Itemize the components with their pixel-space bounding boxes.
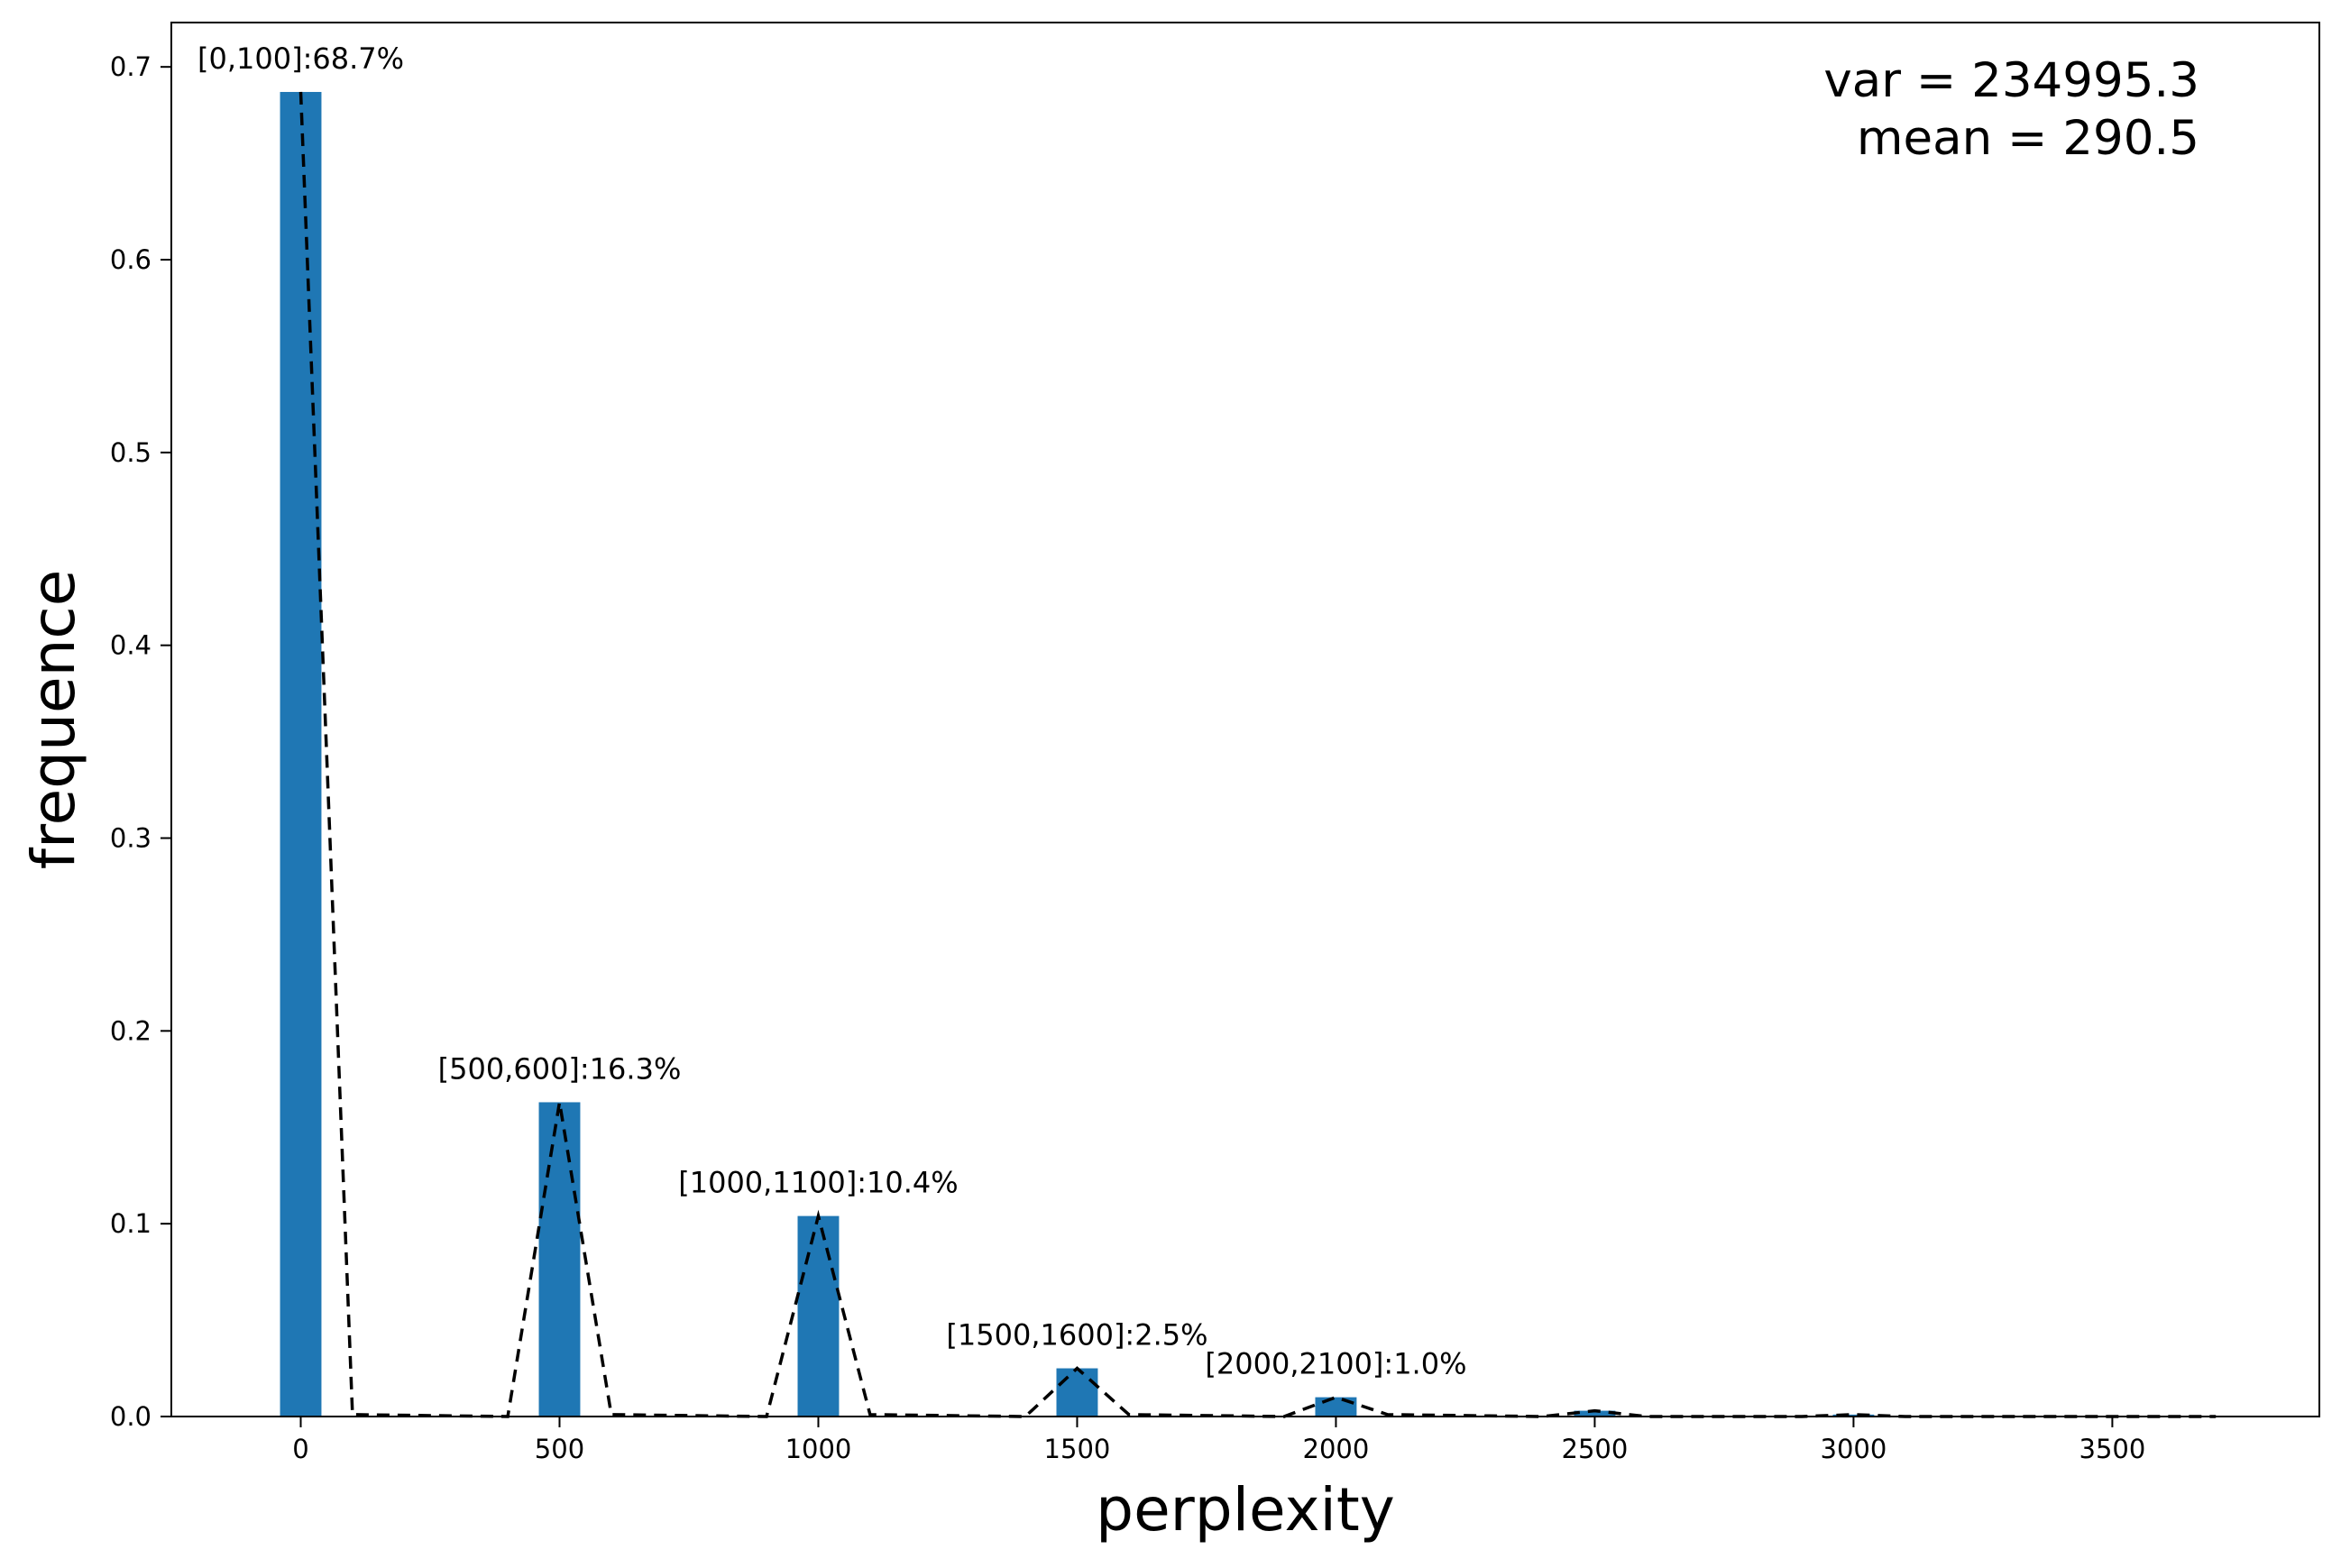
y-tick-label: 0.3: [110, 823, 151, 854]
x-tick-label: 500: [535, 1434, 584, 1464]
bar-0: [280, 91, 322, 1417]
y-axis-title: frequence: [19, 570, 88, 870]
bar-2500: [1574, 1410, 1616, 1417]
bar-label: [1500,1600]:2.5%: [946, 1318, 1207, 1353]
x-tick-label: 2500: [1562, 1434, 1629, 1464]
bar-label: [2000,2100]:1.0%: [1205, 1347, 1466, 1381]
bar-500: [538, 1102, 581, 1417]
bar-label: [1000,1100]:10.4%: [678, 1166, 958, 1200]
bar-labels-group: [0,100]:68.7% [500,600]:16.3% [1000,1100]:…: [197, 41, 1467, 1381]
y-tick-label: 0.1: [110, 1208, 151, 1239]
bar-label: [0,100]:68.7%: [197, 41, 404, 76]
bar-2000: [1315, 1397, 1357, 1417]
variance-annotation: var = 234995.3: [1823, 53, 2199, 108]
x-tick-label: 3500: [2079, 1434, 2146, 1464]
x-axis-title: perplexity: [1096, 1475, 1395, 1545]
y-tick-label: 0.4: [110, 630, 151, 661]
plot-frame: [170, 22, 2320, 1417]
bar-1500: [1056, 1368, 1098, 1417]
x-tick-label: 1500: [1044, 1434, 1111, 1464]
bar-label: [500,600]:16.3%: [438, 1051, 682, 1086]
x-tick-label: 1000: [785, 1434, 852, 1464]
bars-group: [280, 91, 1875, 1417]
x-tick-label: 2000: [1303, 1434, 1370, 1464]
y-axis-ticks: 0.0 0.1 0.2 0.3 0.4 0.5 0.6 0.7: [110, 51, 171, 1432]
y-tick-label: 0.2: [110, 1015, 151, 1046]
bar-3000: [1832, 1414, 1875, 1417]
y-tick-label: 0.5: [110, 437, 151, 468]
dashed-trend-line: [298, 91, 2217, 1418]
x-tick-label: 3000: [1821, 1434, 1887, 1464]
y-tick-label: 0.6: [110, 244, 151, 275]
mean-annotation: mean = 290.5: [1857, 111, 2199, 166]
x-axis-ticks: 0 500 1000 1500 2000 2500 3000 3500: [292, 1417, 2145, 1464]
y-tick-label: 0.7: [110, 51, 151, 82]
bar-1000: [797, 1215, 840, 1417]
y-tick-label: 0.0: [110, 1401, 151, 1432]
x-tick-label: 0: [292, 1434, 308, 1464]
